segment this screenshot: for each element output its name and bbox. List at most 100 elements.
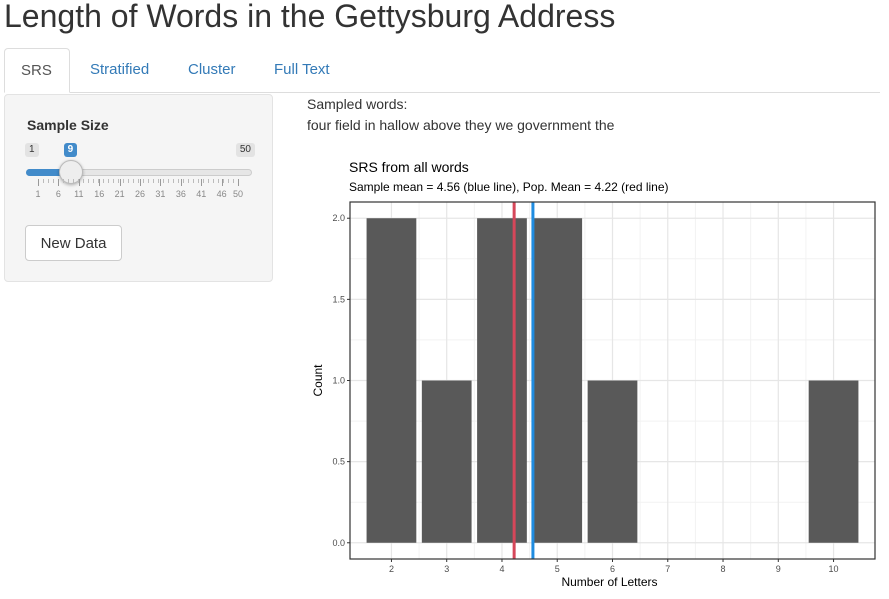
slider-major-tick — [78, 179, 80, 186]
x-tick-label: 8 — [721, 564, 726, 574]
slider-minor-tick — [178, 179, 179, 183]
slider-minor-tick — [213, 179, 214, 183]
slider-grid-label: 21 — [114, 189, 125, 199]
slider-major-tick — [180, 179, 182, 186]
tab-stratified[interactable]: Stratified — [90, 61, 150, 78]
slider-minor-tick — [73, 179, 74, 183]
slider-grid-label: 46 — [216, 189, 227, 199]
slider-grid-label: 31 — [155, 189, 166, 199]
slider-grid-label: 50 — [232, 189, 244, 199]
slider-max-label: 50 — [235, 143, 255, 157]
y-tick-label: 1.5 — [332, 294, 345, 304]
slider-minor-tick — [118, 179, 119, 183]
slider-major-tick — [160, 179, 162, 186]
histogram-bar — [532, 218, 583, 543]
page-title: Length of Words in the Gettysburg Addres… — [4, 0, 616, 34]
x-tick-label: 5 — [555, 564, 560, 574]
slider-minor-tick — [183, 179, 184, 183]
slider-minor-tick — [128, 179, 129, 183]
tab-full-text[interactable]: Full Text — [274, 61, 330, 78]
histogram-bar — [587, 380, 638, 543]
slider-minor-tick — [173, 179, 174, 183]
slider-minor-tick — [138, 179, 139, 183]
slider-minor-tick — [143, 179, 144, 183]
slider-minor-tick — [228, 179, 229, 183]
sampled-words-text: four field in hallow above they we gover… — [307, 117, 615, 133]
slider-minor-tick — [223, 179, 224, 183]
slider-major-tick — [140, 179, 142, 186]
chart-title: SRS from all words — [349, 159, 469, 175]
x-tick-label: 2 — [389, 564, 394, 574]
slider-minor-tick — [103, 179, 104, 183]
sample-size-slider[interactable]: 1 50 9 1 6 11 16 21 26 31 36 41 46 50 — [25, 143, 255, 203]
slider-major-tick — [38, 179, 39, 186]
slider-minor-tick — [43, 179, 44, 183]
slider-grid: 1 6 11 16 21 26 31 36 41 46 50 — [25, 179, 255, 199]
slider-minor-tick — [198, 179, 199, 183]
new-data-button[interactable]: New Data — [25, 225, 122, 261]
y-tick-label: 1.0 — [332, 376, 345, 386]
sample-size-label: Sample Size — [27, 117, 109, 133]
histogram-chart: SRS from all words Sample mean = 4.56 (bl… — [311, 159, 876, 589]
slider-fill — [26, 169, 72, 176]
slider-major-tick — [221, 179, 223, 186]
sampled-words-label: Sampled words: — [307, 96, 408, 112]
slider-major-tick — [58, 179, 60, 186]
histogram-bar — [477, 218, 527, 543]
slider-minor-tick — [68, 179, 69, 183]
slider-grid-label: 11 — [74, 189, 84, 199]
slider-minor-tick — [203, 179, 204, 183]
slider-minor-tick — [108, 179, 109, 183]
x-tick-label: 4 — [499, 564, 504, 574]
x-tick-label: 3 — [444, 564, 449, 574]
slider-minor-tick — [78, 179, 79, 183]
sidebar-panel: Sample Size 1 50 9 1 6 11 16 21 26 31 36 41 46 50 … — [4, 94, 273, 282]
slider-major-tick — [201, 179, 203, 186]
slider-value-label: 9 — [63, 143, 78, 157]
slider-minor-tick — [93, 179, 94, 183]
y-tick-label: 0.0 — [332, 538, 345, 548]
tab-srs[interactable]: SRS — [4, 48, 70, 93]
slider-minor-tick — [133, 179, 134, 183]
slider-grid-label: 41 — [196, 189, 207, 199]
chart-subtitle: Sample mean = 4.56 (blue line), Pop. Mea… — [349, 180, 669, 194]
slider-major-tick — [99, 179, 101, 186]
x-tick-label: 7 — [665, 564, 670, 574]
slider-minor-tick — [208, 179, 209, 183]
y-axis-label: Count — [311, 364, 325, 397]
slider-minor-tick — [153, 179, 154, 183]
slider-grid-label: 16 — [94, 189, 105, 199]
slider-minor-tick — [53, 179, 54, 183]
slider-grid-label: 1 — [35, 189, 41, 199]
y-tick-label: 2.0 — [332, 213, 345, 223]
slider-minor-tick — [233, 179, 234, 183]
slider-minor-tick — [193, 179, 194, 183]
slider-min-label: 1 — [25, 143, 39, 157]
slider-major-tick — [238, 179, 239, 186]
x-tick-label: 6 — [610, 564, 615, 574]
y-tick-label: 0.5 — [332, 457, 345, 467]
slider-minor-tick — [113, 179, 114, 183]
slider-handle[interactable] — [58, 160, 83, 184]
slider-major-tick — [119, 179, 121, 186]
slider-grid-label: 26 — [135, 189, 146, 199]
x-tick-label: 10 — [829, 564, 839, 574]
slider-minor-tick — [148, 179, 149, 183]
slider-minor-tick — [123, 179, 124, 183]
slider-minor-tick — [218, 179, 219, 183]
x-axis-label: Number of Letters — [561, 575, 657, 589]
histogram-bar — [808, 380, 859, 543]
slider-minor-tick — [98, 179, 99, 183]
x-tick-label: 9 — [776, 564, 781, 574]
slider-minor-tick — [63, 179, 64, 183]
tab-cluster[interactable]: Cluster — [188, 61, 236, 78]
slider-minor-tick — [158, 179, 159, 183]
slider-minor-tick — [188, 179, 189, 183]
histogram-bar — [421, 380, 472, 543]
slider-grid-label: 6 — [55, 189, 61, 199]
slider-minor-tick — [168, 179, 169, 183]
slider-grid-label: 36 — [175, 189, 186, 199]
histogram-bar — [366, 218, 417, 543]
tab-bar: SRS Stratified Cluster Full Text — [4, 48, 880, 93]
slider-minor-tick — [83, 179, 84, 183]
